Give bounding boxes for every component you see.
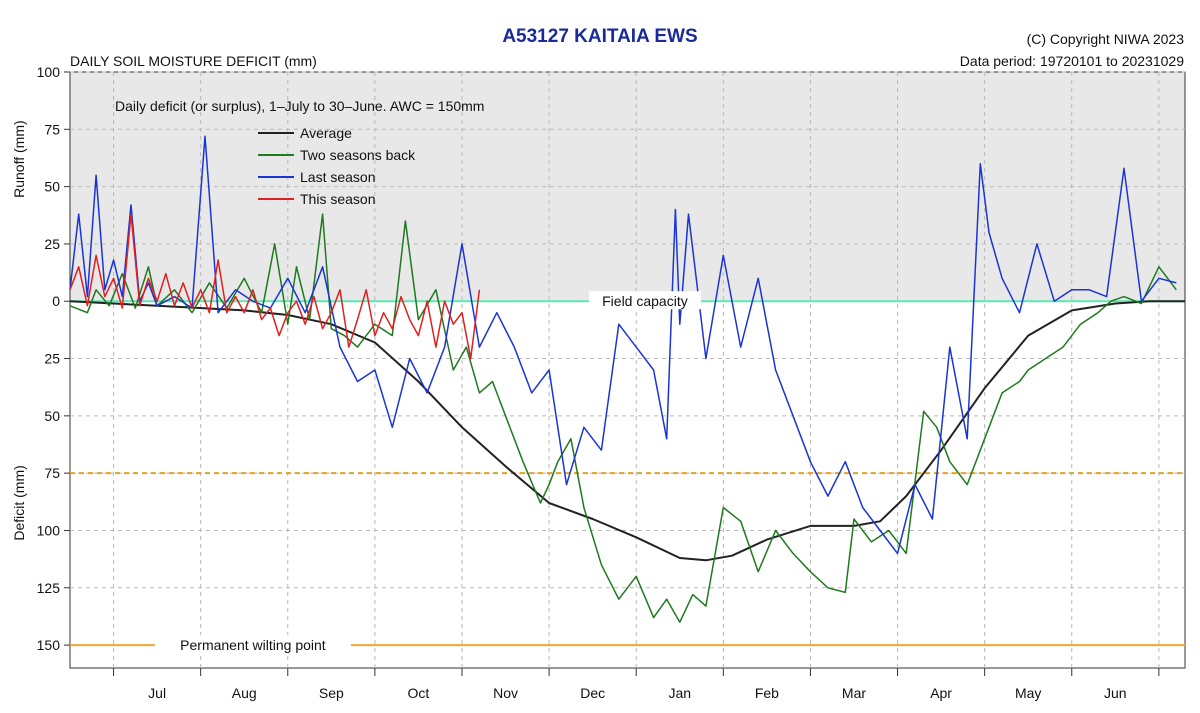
field-capacity-label-bg	[588, 291, 701, 310]
wilting-point-label-bg	[154, 635, 351, 654]
y-tick-label: 100	[37, 522, 61, 538]
y-tick-label: 100	[37, 64, 61, 80]
y-tick-label: 50	[44, 179, 60, 195]
y-tick-label: 25	[44, 351, 60, 367]
month-label: Sep	[319, 685, 344, 701]
legend-entry: Last season	[300, 169, 376, 185]
y-tick-label: 25	[44, 236, 60, 252]
month-label: Jul	[148, 685, 166, 701]
field-capacity-label: Field capacity	[602, 293, 688, 309]
month-label: Oct	[408, 685, 430, 701]
month-label: May	[1015, 685, 1041, 701]
month-label: Nov	[493, 685, 518, 701]
plot-frame	[69, 71, 1186, 669]
y-axis-label-deficit: Deficit (mm)	[11, 465, 27, 540]
series-line-average	[69, 300, 1185, 562]
legend-entry: This season	[300, 191, 375, 207]
y-tick-label: 150	[37, 637, 61, 653]
y-tick-label: 75	[44, 465, 60, 481]
y-tick-label: 125	[37, 580, 61, 596]
y-tick-label: 50	[44, 408, 60, 424]
chart-subtitle: DAILY SOIL MOISTURE DEFICIT (mm)	[70, 53, 317, 69]
month-label: Jan	[668, 685, 691, 701]
y-axis-label-runoff: Runoff (mm)	[11, 120, 27, 198]
legend-entry: Two seasons back	[300, 147, 416, 163]
series-line-two-seasons-back	[69, 213, 1177, 623]
month-label: Jun	[1104, 685, 1127, 701]
y-tick-label: 0	[52, 293, 60, 309]
month-label: Mar	[842, 685, 866, 701]
data-period-text: Data period: 19720101 to 20231029	[959, 53, 1184, 69]
month-label: Feb	[755, 685, 779, 701]
chart-description: Daily deficit (or surplus), 1–July to 30…	[115, 98, 484, 114]
copyright-text: (C) Copyright NIWA 2023	[1026, 31, 1184, 47]
chart-title: A53127 KAITAIA EWS	[502, 26, 698, 47]
month-label: Dec	[580, 685, 605, 701]
month-label: Aug	[232, 685, 257, 701]
month-label: Apr	[930, 685, 952, 701]
y-tick-label: 75	[44, 121, 60, 137]
series-line-this-season	[69, 213, 481, 360]
wilting-point-label: Permanent wilting point	[180, 637, 326, 653]
legend-entry: Average	[300, 125, 352, 141]
